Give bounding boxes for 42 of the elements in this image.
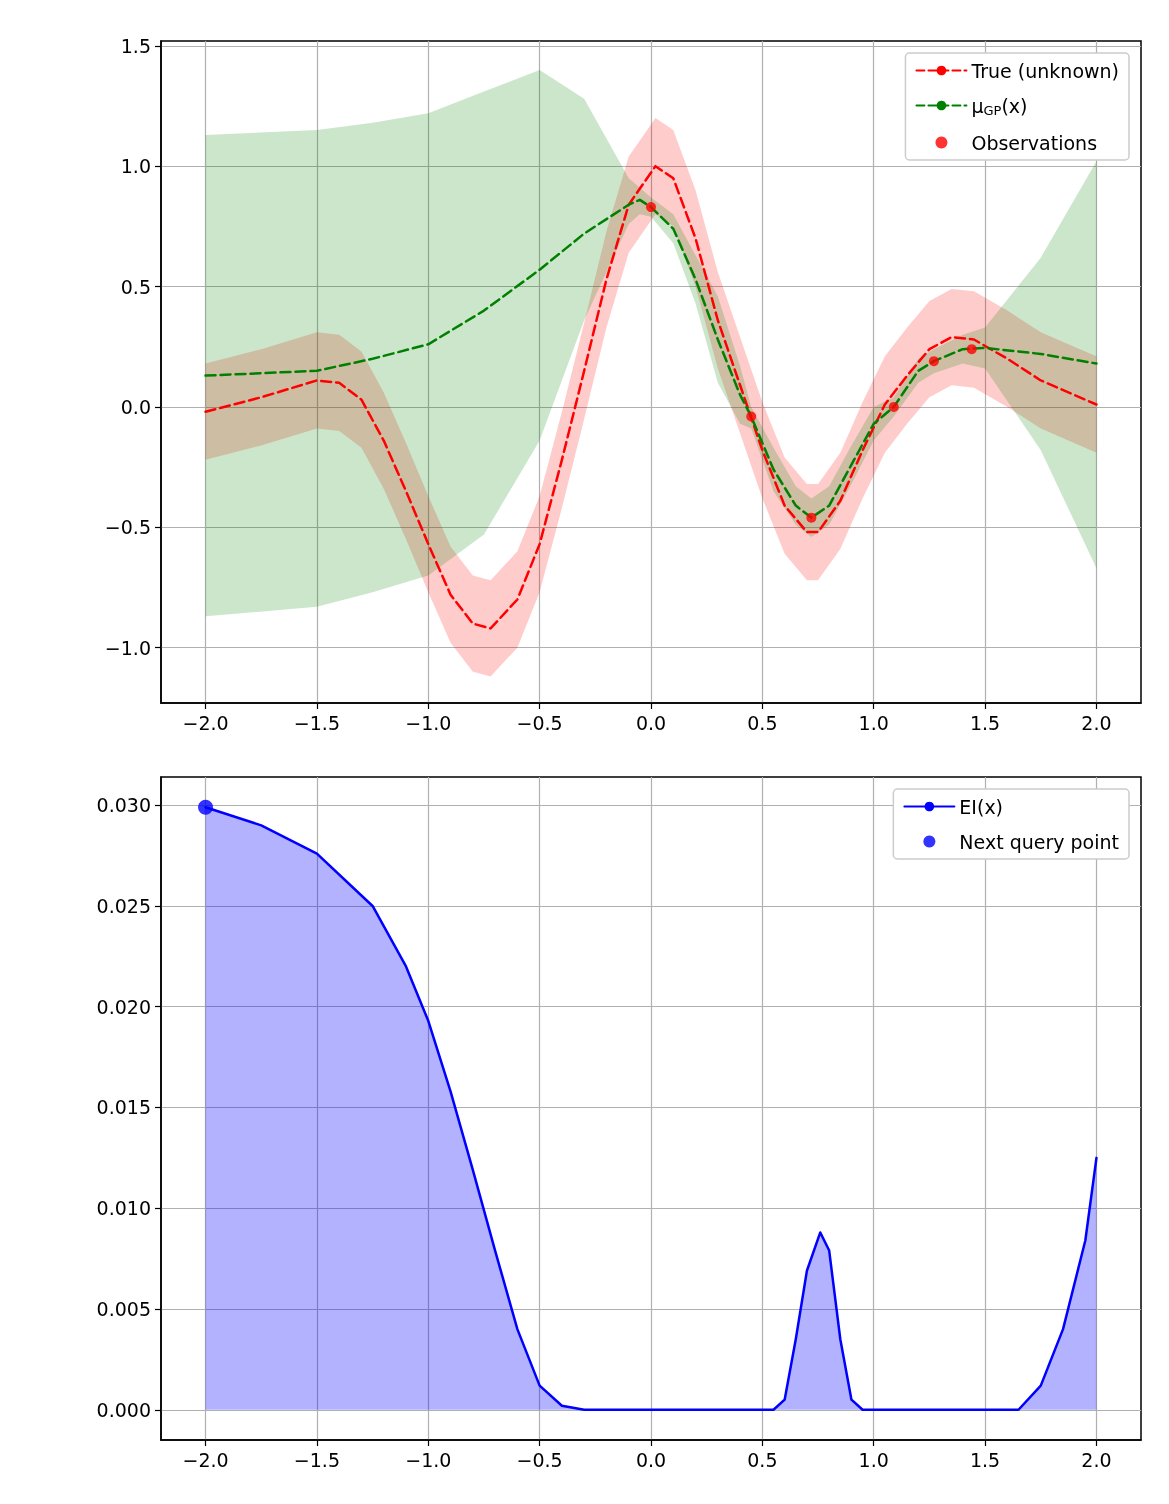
y-tick-label: 0.5 xyxy=(120,275,151,298)
y-tick-label: 0.015 xyxy=(96,1096,151,1119)
x-tick-label: 0.0 xyxy=(635,1448,667,1471)
point xyxy=(928,356,939,367)
point xyxy=(966,344,977,355)
y-tick-label: 1.5 xyxy=(120,34,151,57)
y-tick-label: 0.030 xyxy=(96,794,151,817)
point xyxy=(646,202,656,213)
x-tick-label: 2.0 xyxy=(1081,711,1112,734)
y-tick-label: 0.010 xyxy=(96,1197,151,1220)
y-tick-label: −0.5 xyxy=(104,516,151,539)
x-tick-label: 2.0 xyxy=(1081,1448,1112,1471)
y-tick-label: 0.000 xyxy=(96,1398,151,1421)
y-tick-label: −1.0 xyxy=(104,636,151,659)
legend-label: EI(x) xyxy=(959,795,1004,818)
x-tick-label: 1.5 xyxy=(969,711,1001,734)
x-tick-label: −2.0 xyxy=(182,711,229,734)
x-tick-label: 0.0 xyxy=(635,711,667,734)
legend-label: True (unknown) xyxy=(970,59,1120,82)
line-series xyxy=(204,164,1098,630)
point xyxy=(806,512,817,523)
x-tick-label: −2.0 xyxy=(182,1448,229,1471)
point xyxy=(746,411,757,422)
legend-label: Observations xyxy=(971,131,1098,154)
point xyxy=(888,401,899,412)
x-tick-label: −0.5 xyxy=(516,1448,563,1471)
x-tick-label: 1.0 xyxy=(858,711,889,734)
y-tick-label: 0.025 xyxy=(96,894,151,917)
y-tick-label: 1.0 xyxy=(120,155,151,178)
y-tick-label: 0.005 xyxy=(96,1298,151,1321)
y-tick-label: 0.020 xyxy=(96,995,151,1018)
y-tick-label: 0.0 xyxy=(120,395,151,418)
x-tick-label: 1.5 xyxy=(969,1448,1001,1471)
x-tick-label: 1.0 xyxy=(858,1448,889,1471)
x-tick-label: 0.5 xyxy=(747,1448,778,1471)
x-tick-label: −1.0 xyxy=(405,711,452,734)
legend-label: Next query point xyxy=(959,830,1120,853)
x-tick-label: 0.5 xyxy=(747,711,778,734)
x-tick-label: −1.5 xyxy=(293,1448,340,1471)
x-tick-label: −0.5 xyxy=(516,711,563,734)
x-tick-label: −1.5 xyxy=(293,711,340,734)
x-tick-label: −1.0 xyxy=(405,1448,452,1471)
